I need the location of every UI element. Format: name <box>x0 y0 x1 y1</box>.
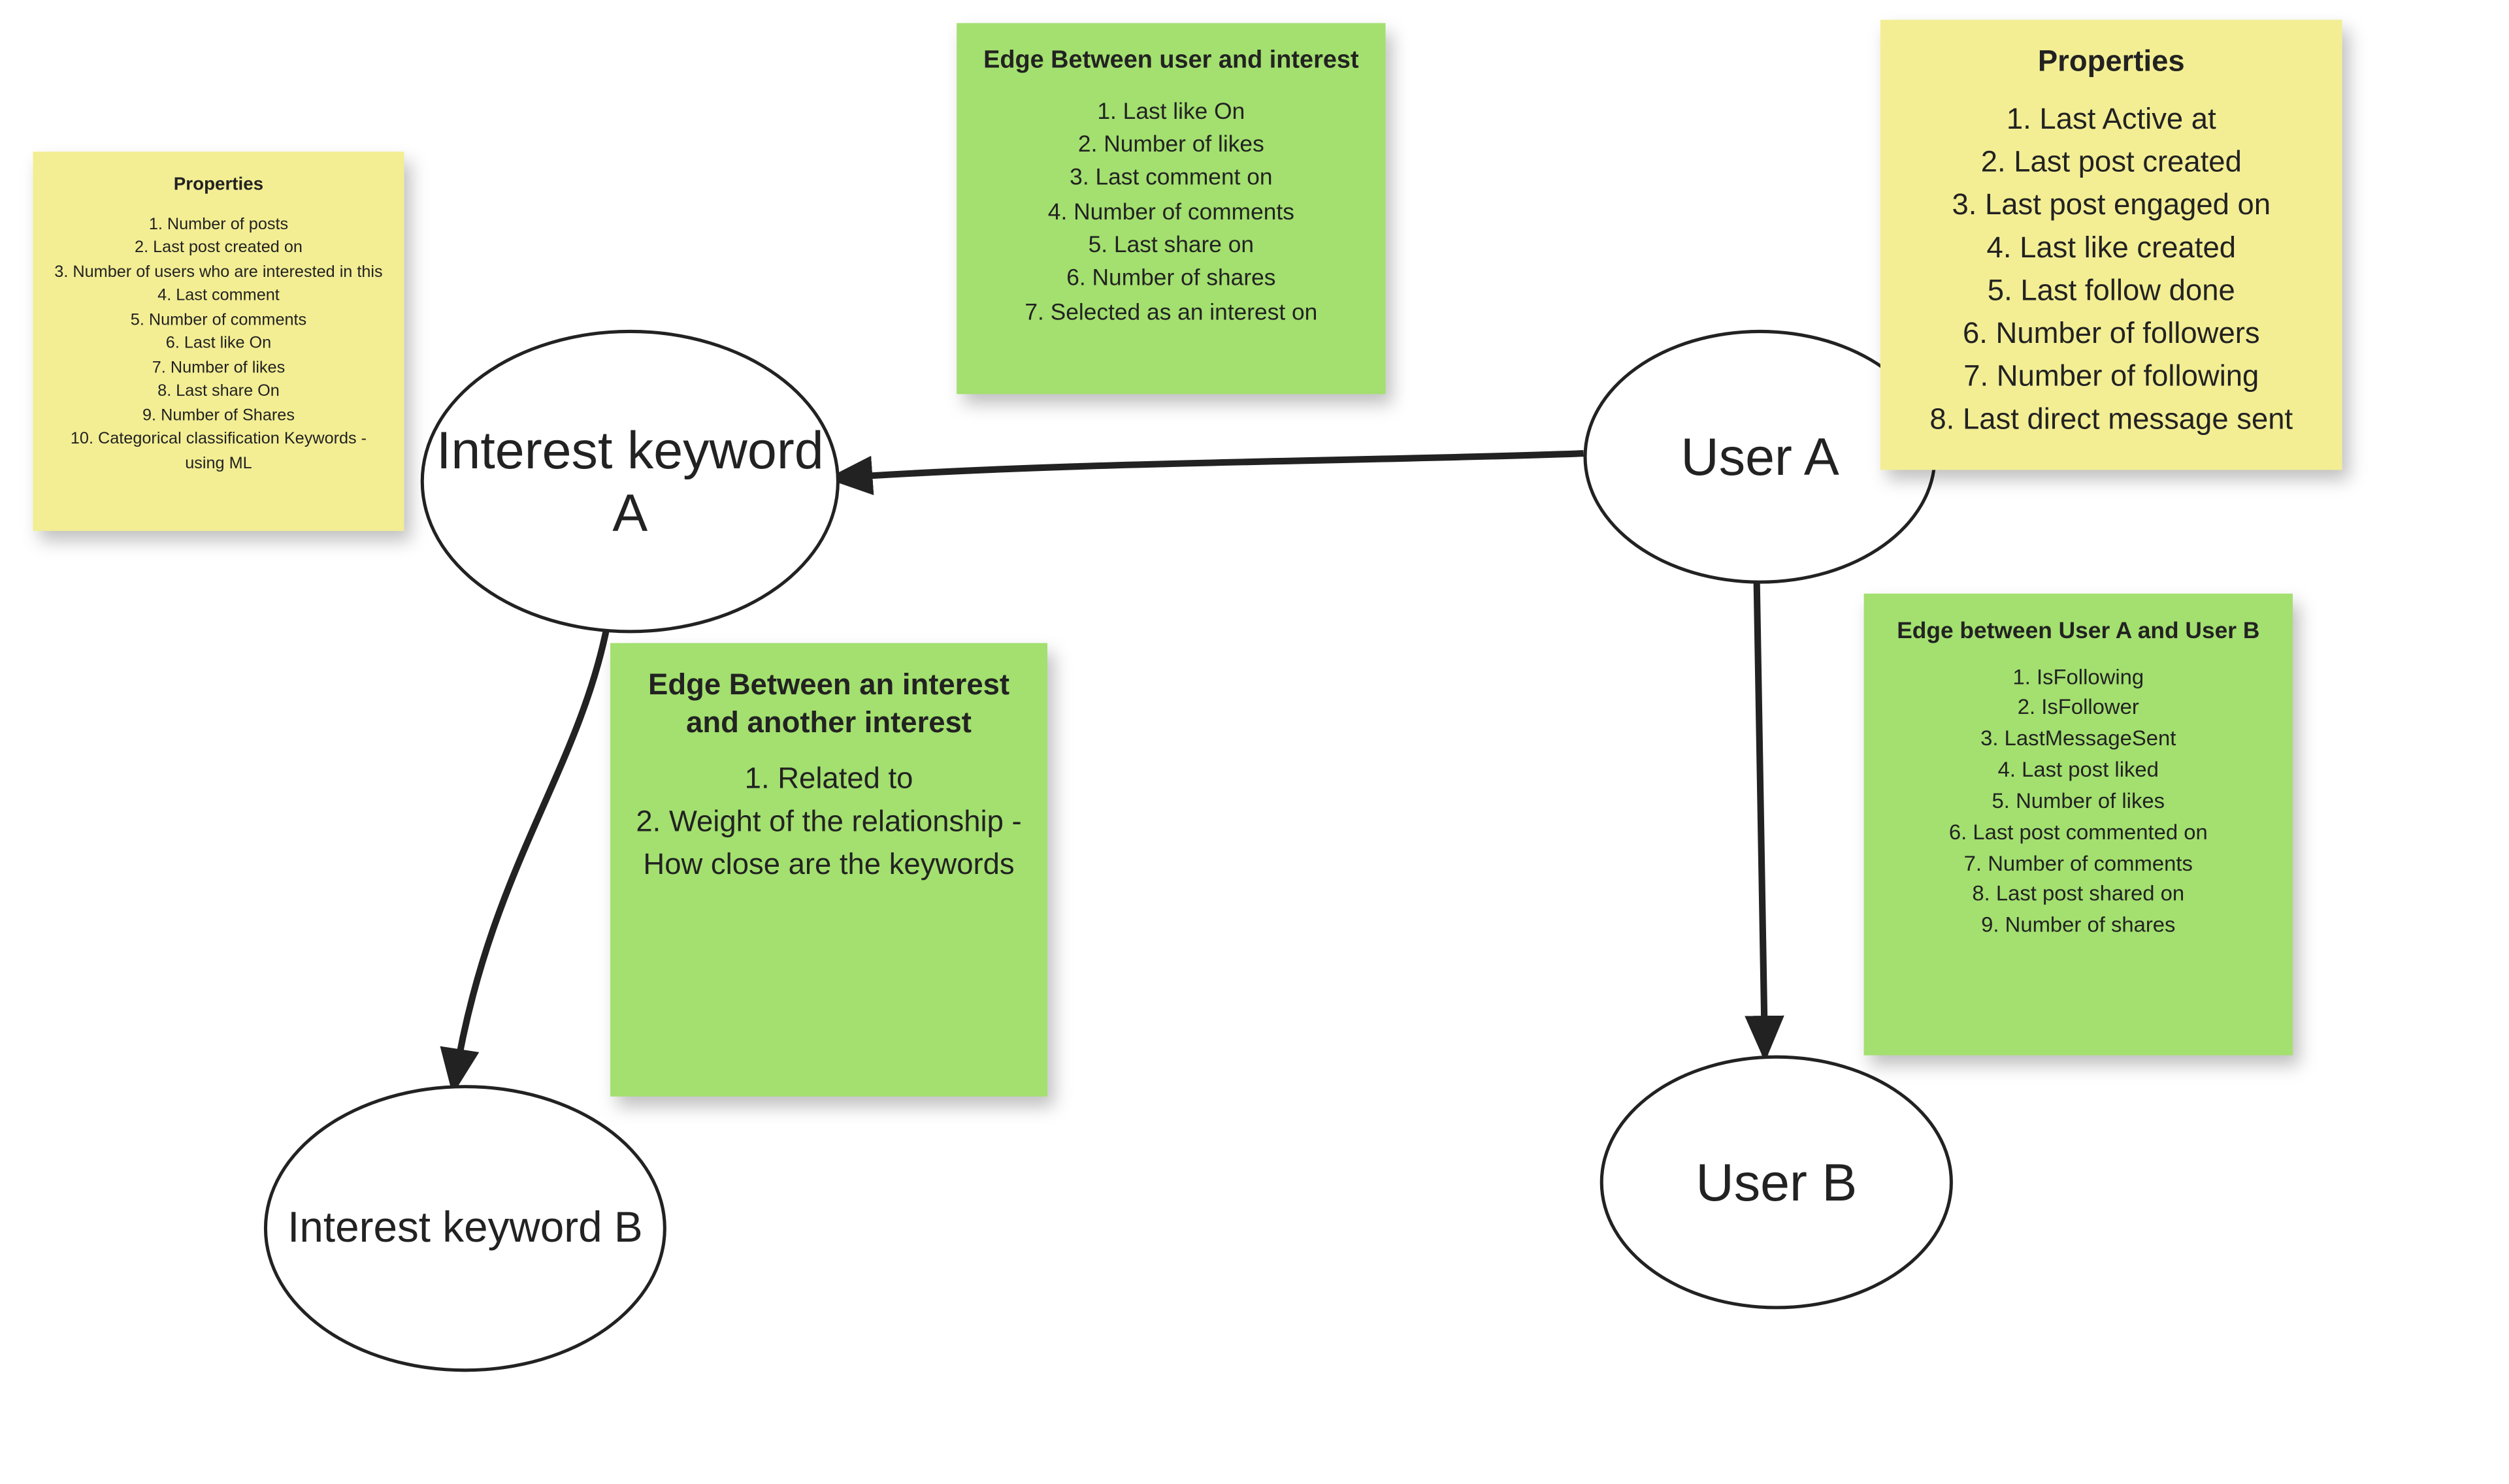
sticky-list-item: Last post shared on <box>1884 880 2273 911</box>
sticky-list-item: Related to <box>630 757 1027 800</box>
sticky-list-item: Number of shares <box>976 261 1366 294</box>
sticky-list-item: Last like On <box>976 93 1366 127</box>
sticky-edge-interest-interest: Edge Between an interest and another int… <box>610 643 1047 1097</box>
sticky-list-item: Number of posts <box>53 214 384 238</box>
node-label: User A <box>1674 419 1846 495</box>
sticky-list-item: Last Active at <box>1900 97 2322 140</box>
sticky-list-item: Number of likes <box>1884 786 2273 818</box>
sticky-list-item: Number of following <box>1900 355 2322 398</box>
sticky-list-item: Number of followers <box>1900 312 2322 355</box>
edge-interest_a_to_interest_b <box>453 626 607 1088</box>
sticky-title: Edge between User A and User B <box>1884 617 2273 645</box>
node-label: User B <box>1689 1144 1863 1220</box>
sticky-list-item: Number of likes <box>53 357 384 381</box>
sticky-title: Edge Between user and interest <box>976 46 1366 77</box>
sticky-interest-properties: Properties Number of postsLast post crea… <box>33 152 404 531</box>
sticky-list-item: IsFollower <box>1884 693 2273 724</box>
sticky-list-item: IsFollowing <box>1884 662 2273 694</box>
sticky-list-item: Selected as an interest on <box>976 295 1366 328</box>
sticky-list-item: Weight of the relationship - How close a… <box>630 800 1027 886</box>
sticky-list-item: Last post liked <box>1884 755 2273 786</box>
sticky-list-item: Last like On <box>53 334 384 358</box>
sticky-list-item: Number of comments <box>976 194 1366 227</box>
sticky-list-item: Last comment on <box>976 161 1366 194</box>
sticky-list-item: Number of users who are interested in th… <box>53 262 384 286</box>
sticky-list-item: Last share on <box>976 227 1366 261</box>
sticky-user-properties: Properties Last Active atLast post creat… <box>1880 20 2342 470</box>
sticky-edge-user-interest: Edge Between user and interest Last like… <box>957 23 1385 394</box>
node-label: Interest keyword A <box>424 411 836 551</box>
node-label: Interest keyword B <box>281 1196 649 1261</box>
sticky-title: Edge Between an interest and another int… <box>630 666 1027 741</box>
sticky-list: IsFollowingIsFollowerLastMessageSentLast… <box>1884 662 2273 942</box>
sticky-title: Properties <box>1900 43 2322 80</box>
edge-user_a_to_interest_a <box>833 453 1584 478</box>
sticky-list: Last Active atLast post createdLast post… <box>1900 97 2322 441</box>
sticky-list: Last like OnNumber of likesLast comment … <box>976 93 1366 328</box>
edge-user_a_to_user_b <box>1757 577 1765 1056</box>
node-interest-keyword-b: Interest keyword B <box>264 1085 666 1372</box>
sticky-list-item: Number of comments <box>53 310 384 334</box>
sticky-list-item: Last comment <box>53 285 384 310</box>
sticky-list-item: Number of comments <box>1884 848 2273 880</box>
node-interest-keyword-a: Interest keyword A <box>421 330 840 633</box>
sticky-list-item: LastMessageSent <box>1884 724 2273 756</box>
sticky-list-item: Last direct message sent <box>1900 398 2322 441</box>
sticky-list: Number of postsLast post created onNumbe… <box>53 214 384 477</box>
sticky-list-item: Last post engaged on <box>1900 182 2322 225</box>
sticky-list: Related toWeight of the relationship - H… <box>630 757 1027 886</box>
diagram-canvas: Interest keyword A Interest keyword B Us… <box>0 0 2507 1484</box>
sticky-title: Properties <box>53 175 384 198</box>
sticky-list-item: Number of shares <box>1884 911 2273 942</box>
sticky-list-item: Last post commented on <box>1884 817 2273 848</box>
sticky-list-item: Last post created <box>1900 140 2322 183</box>
sticky-edge-user-user: Edge between User A and User B IsFollowi… <box>1864 594 2293 1056</box>
sticky-list-item: Last post created on <box>53 238 384 262</box>
node-user-b: User B <box>1600 1056 1953 1310</box>
sticky-list-item: Number of Shares <box>53 405 384 429</box>
sticky-list-item: Number of likes <box>976 127 1366 161</box>
sticky-list-item: Categorical classification Keywords - us… <box>53 429 384 477</box>
sticky-list-item: Last follow done <box>1900 268 2322 312</box>
sticky-list-item: Last share On <box>53 381 384 406</box>
sticky-list-item: Last like created <box>1900 225 2322 268</box>
